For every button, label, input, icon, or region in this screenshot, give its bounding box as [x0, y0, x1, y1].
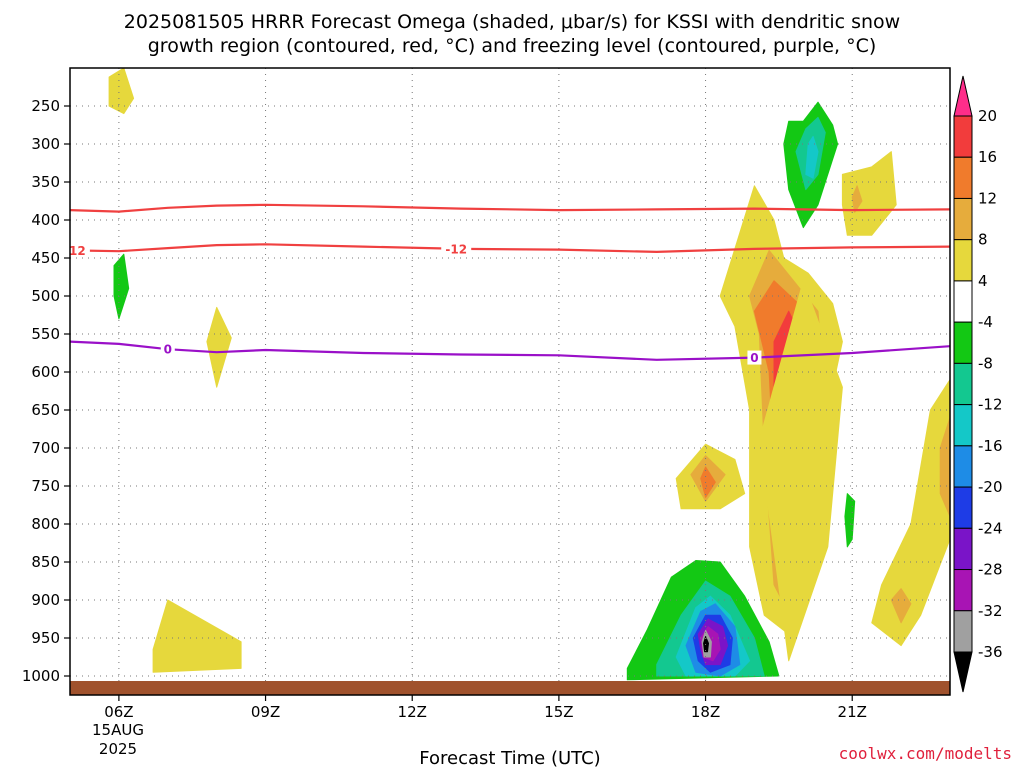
x-date-line2: 2025: [99, 740, 137, 758]
colorbar-box-0: [953, 115, 973, 158]
chart-title-line1: 2025081505 HRRR Forecast Omega (shaded, …: [124, 11, 900, 33]
colorbar-box-2: [953, 197, 973, 241]
colorbar-label-3: 8: [978, 231, 988, 249]
y-tick-label-350: 350: [31, 173, 60, 191]
colorbar-box-9: [953, 486, 973, 529]
colorbar-label-7: -12: [978, 396, 1003, 414]
y-tick-label-700: 700: [31, 439, 60, 457]
contour-label-0: -12: [64, 244, 86, 258]
colorbar-box-8: [953, 445, 973, 488]
y-tick-label-650: 650: [31, 401, 60, 419]
omega-region-14: [851, 185, 863, 213]
omega-region-20: [805, 135, 819, 179]
omega-region-1: [206, 306, 232, 388]
y-tick-label-300: 300: [31, 135, 60, 153]
colorbar-box-3: [953, 239, 973, 282]
y-tick-label-850: 850: [31, 553, 60, 571]
colorbar-label-8: -16: [978, 437, 1003, 455]
colorbar-bottom-arrow: [953, 651, 973, 693]
colorbar-label-10: -24: [978, 519, 1003, 537]
contour-label-bg-1: [441, 241, 472, 256]
x-tick-label-06Z: 06Z: [104, 703, 133, 721]
omega-region-6: [700, 466, 716, 498]
colorbar-label-11: -28: [978, 561, 1003, 579]
y-tick-label-450: 450: [31, 249, 60, 267]
colorbar-box-6: [953, 362, 973, 406]
colorbar-box-12: [953, 610, 973, 653]
x-axis: 06Z 09Z 12Z 15Z 18Z 21Z: [104, 695, 867, 721]
y-axis: 250 300 350 400 450 500 550 600 650 700 750 800 850 9…: [22, 97, 70, 685]
colorbar-box-1: [953, 156, 973, 199]
y-tick-label-550: 550: [31, 325, 60, 343]
y-tick-label-400: 400: [31, 211, 60, 229]
colorbar-label-1: 16: [978, 148, 997, 166]
colorbar-label-6: -8: [978, 354, 993, 372]
y-tick-label-800: 800: [31, 515, 60, 533]
colorbar-box-7: [953, 404, 973, 447]
x-tick-label-21Z: 21Z: [838, 703, 867, 721]
y-tick-label-600: 600: [31, 363, 60, 381]
y-tick-label-750: 750: [31, 477, 60, 495]
colorbar-label-5: -4: [978, 313, 993, 331]
omega-region-0: [108, 68, 135, 115]
x-axis-label: Forecast Time (UTC): [419, 748, 600, 768]
contour-label-bg-2: [160, 342, 175, 357]
contour-lines: -12 -12 0 0: [64, 203, 950, 365]
contour-label-1: -12: [445, 242, 467, 256]
y-tick-label-250: 250: [31, 97, 60, 115]
omega-region-17: [890, 588, 912, 624]
colorbar-label-13: -36: [978, 643, 1003, 661]
credit-text: coolwx.com/modelts: [839, 744, 1012, 763]
contour-label-bg-0: [70, 243, 90, 258]
omega-region-2: [152, 599, 242, 673]
x-date-line1: 15AUG: [92, 721, 144, 739]
chart-title-line2: growth region (contoured, red, °C) and f…: [148, 35, 877, 57]
contour-label-2: 0: [164, 343, 172, 357]
colorbar: 20 16 12 8 4 -4 -8 -12 -16 -20 -24 -28 -32 -36: [953, 75, 1003, 693]
colorbar-box-5: [953, 321, 973, 364]
grid-lines: [70, 68, 950, 695]
colorbar-box-4: [953, 280, 973, 323]
contour--12: [70, 243, 950, 254]
ground-bar: [70, 681, 950, 695]
omega-shading: [108, 68, 950, 681]
colorbar-label-4: 4: [978, 272, 988, 290]
colorbar-box-11: [953, 569, 973, 612]
colorbar-box-10: [953, 527, 973, 571]
contour-label-3: 0: [750, 351, 758, 365]
x-tick-label-15Z: 15Z: [544, 703, 573, 721]
omega-region-16: [939, 417, 950, 517]
colorbar-label-9: -20: [978, 478, 1003, 496]
omega-region-21: [844, 493, 856, 548]
omega-region-15: [871, 379, 950, 647]
contour-upper: [70, 203, 950, 213]
x-tick-label-18Z: 18Z: [691, 703, 720, 721]
contour-0: [70, 340, 950, 361]
plot-frame: [69, 67, 951, 696]
contour-label-bg-3: [747, 350, 762, 365]
y-tick-label-500: 500: [31, 287, 60, 305]
colorbar-top-arrow: [953, 75, 973, 117]
plot-area: -12 -12 0 0: [64, 67, 951, 696]
x-tick-label-12Z: 12Z: [398, 703, 427, 721]
omega-region-12: [758, 280, 843, 662]
colorbar-label-2: 12: [978, 189, 997, 207]
omega-region-13: [841, 151, 897, 236]
y-tick-label-900: 900: [31, 591, 60, 609]
colorbar-label-12: -32: [978, 602, 1003, 620]
omega-region-3: [113, 253, 130, 320]
colorbar-label-0: 20: [978, 107, 997, 125]
y-tick-label-950: 950: [31, 629, 60, 647]
x-tick-label-09Z: 09Z: [251, 703, 280, 721]
y-tick-label-1000: 1000: [22, 667, 60, 685]
